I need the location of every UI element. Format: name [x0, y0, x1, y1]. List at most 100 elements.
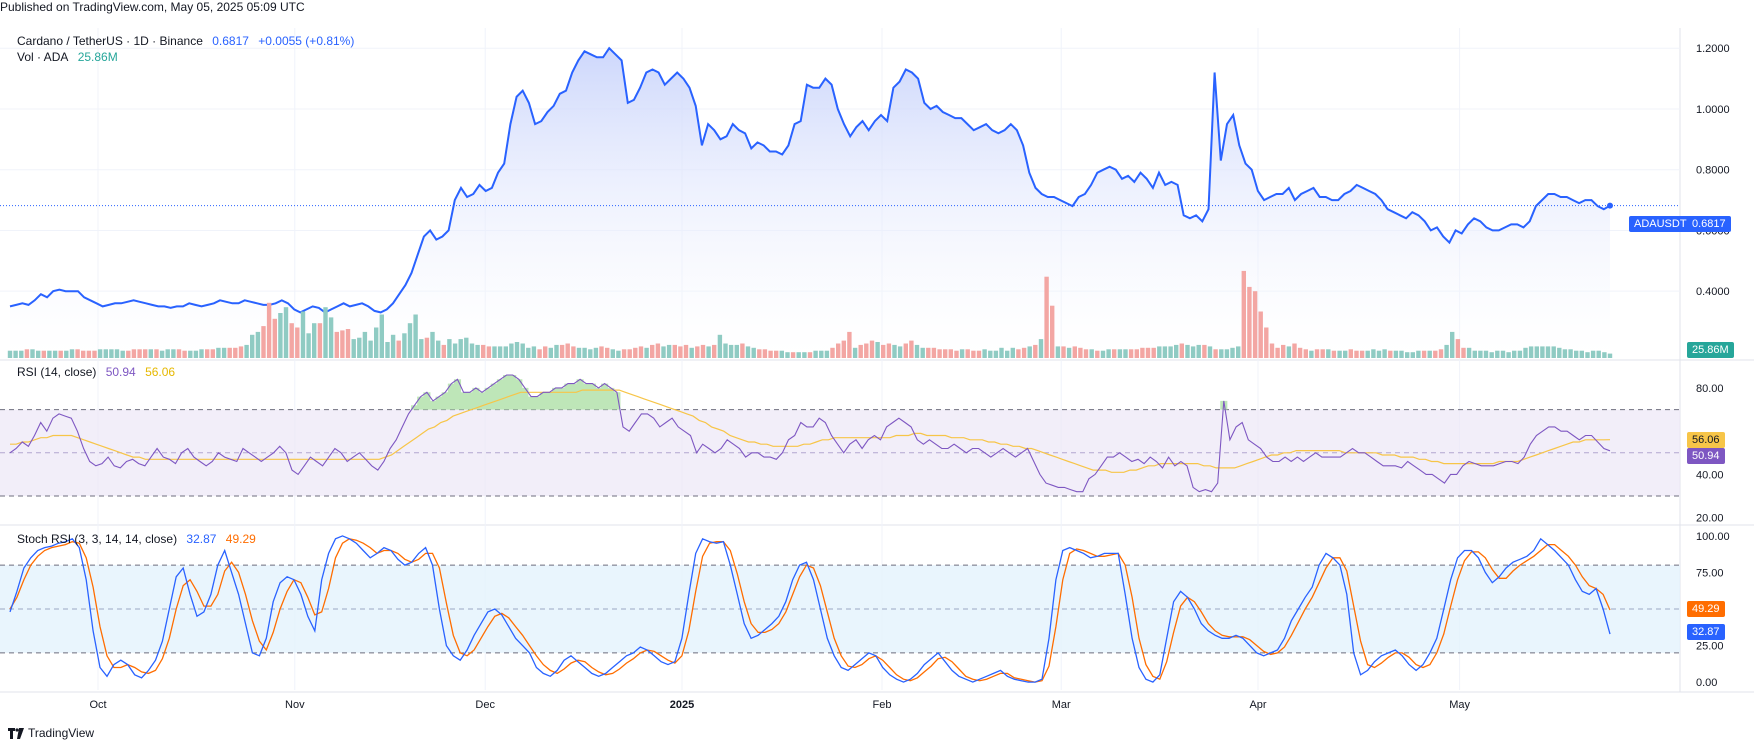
volume-bar: [610, 349, 615, 358]
volume-bar: [1247, 286, 1252, 358]
volume-bar: [458, 339, 463, 358]
volume-bar: [306, 333, 311, 358]
volume-bar: [892, 344, 897, 358]
volume-bar: [1219, 349, 1224, 358]
volume-bar: [441, 344, 446, 358]
rsi-ma-tag: 56.06: [1687, 432, 1725, 448]
volume-bar: [548, 347, 553, 358]
price-tick-label: 1.0000: [1696, 104, 1730, 116]
volume-bar: [1337, 350, 1342, 358]
footer-brand: TradingView: [28, 726, 95, 740]
volume-bar: [396, 340, 401, 358]
volume-bar: [52, 350, 58, 358]
volume-bar: [1528, 346, 1534, 358]
volume-bar: [1050, 305, 1055, 358]
volume-bar: [520, 343, 525, 358]
time-axis: Oct Nov Dec 2025 Feb Mar Apr May: [89, 699, 1470, 711]
stoch-d-value: 49.29: [225, 532, 256, 546]
volume-bar: [1005, 350, 1010, 358]
volume-bar: [920, 347, 925, 358]
volume-bar: [7, 350, 13, 358]
volume-bar: [351, 339, 356, 358]
volume-bar: [362, 331, 368, 358]
volume-bar: [1348, 349, 1353, 358]
volume-bar: [852, 347, 858, 358]
volume-bar: [723, 343, 728, 358]
volume-bar: [740, 343, 745, 358]
volume-bar: [588, 349, 593, 358]
volume-bar: [813, 350, 818, 358]
price-area: [10, 48, 1610, 358]
volume-bar: [599, 346, 604, 358]
volume-bar: [1433, 350, 1438, 358]
rsi-pane: [0, 374, 1680, 497]
volume-bar: [295, 327, 300, 358]
volume-bar: [661, 346, 666, 358]
published-note: Published on TradingView.com, May 05, 20…: [0, 0, 305, 14]
volume-bar: [1444, 344, 1449, 358]
volume-bar: [1241, 270, 1246, 358]
volume-bar: [971, 350, 976, 358]
volume-bar: [1421, 350, 1427, 358]
volume-bar: [689, 347, 694, 358]
volume-bar: [481, 344, 486, 358]
rsi-tag: 50.94: [1687, 448, 1725, 464]
volume-bar: [582, 347, 587, 358]
rsi-tick-label: 80.00: [1696, 383, 1724, 395]
volume-bar: [1551, 346, 1556, 358]
volume-bar: [272, 318, 277, 358]
volume-bar: [1483, 350, 1489, 358]
volume-bar: [419, 339, 424, 358]
volume-bar: [605, 347, 610, 358]
volume-bar: [193, 350, 199, 358]
volume-bar: [233, 347, 238, 358]
volume-bar: [937, 349, 942, 358]
volume-bar: [864, 343, 869, 358]
rsi-ma-value: 56.06: [145, 365, 176, 379]
volume-bar: [81, 350, 86, 358]
volume-bar: [683, 344, 689, 358]
volume-bar: [1376, 350, 1382, 358]
volume-bar: [188, 350, 193, 358]
volume-bar: [1314, 349, 1320, 358]
volume-bar: [1545, 346, 1551, 358]
volume-bar: [1224, 349, 1230, 358]
volume-bar: [221, 347, 227, 358]
volume-bar: [1359, 350, 1365, 358]
volume-bar: [1162, 346, 1168, 358]
volume-bar: [283, 307, 289, 358]
volume-bar: [1174, 344, 1179, 358]
volume-bar: [1021, 347, 1027, 358]
volume-bar: [41, 350, 46, 358]
volume-bar: [86, 350, 92, 358]
volume-bar: [802, 352, 807, 358]
stoch-tick-label: 25.00: [1696, 641, 1724, 653]
volume-bar: [1236, 346, 1241, 358]
volume-bar: [621, 349, 627, 358]
volume-bar: [616, 350, 621, 358]
volume-bar: [300, 311, 306, 358]
volume-bar: [1044, 276, 1049, 358]
volume-bar: [1461, 347, 1466, 358]
volume-bar: [531, 346, 537, 358]
volume-bar: [1207, 346, 1213, 358]
stoch-legend: Stoch RSI (3, 3, 14, 14, close) 32.87 49…: [17, 532, 262, 546]
volume-bar: [238, 346, 244, 358]
time-tick-label: May: [1449, 699, 1470, 711]
volume-bar: [1416, 350, 1421, 358]
volume-bar: [875, 342, 880, 358]
volume-bar: [210, 349, 215, 358]
volume-bar: [261, 326, 266, 358]
volume-bar: [999, 347, 1004, 358]
price-tick-label: 1.2000: [1696, 43, 1730, 55]
volume-bar: [1365, 350, 1370, 358]
volume-bar: [672, 344, 677, 358]
volume-bar: [576, 347, 582, 358]
volume-bar: [1438, 349, 1444, 358]
volume-bar: [1213, 349, 1218, 358]
stoch-k-line: [9, 535, 1611, 683]
last-price: 0.6817: [212, 34, 249, 48]
volume-bar: [334, 331, 339, 358]
volume-bar: [909, 340, 914, 358]
